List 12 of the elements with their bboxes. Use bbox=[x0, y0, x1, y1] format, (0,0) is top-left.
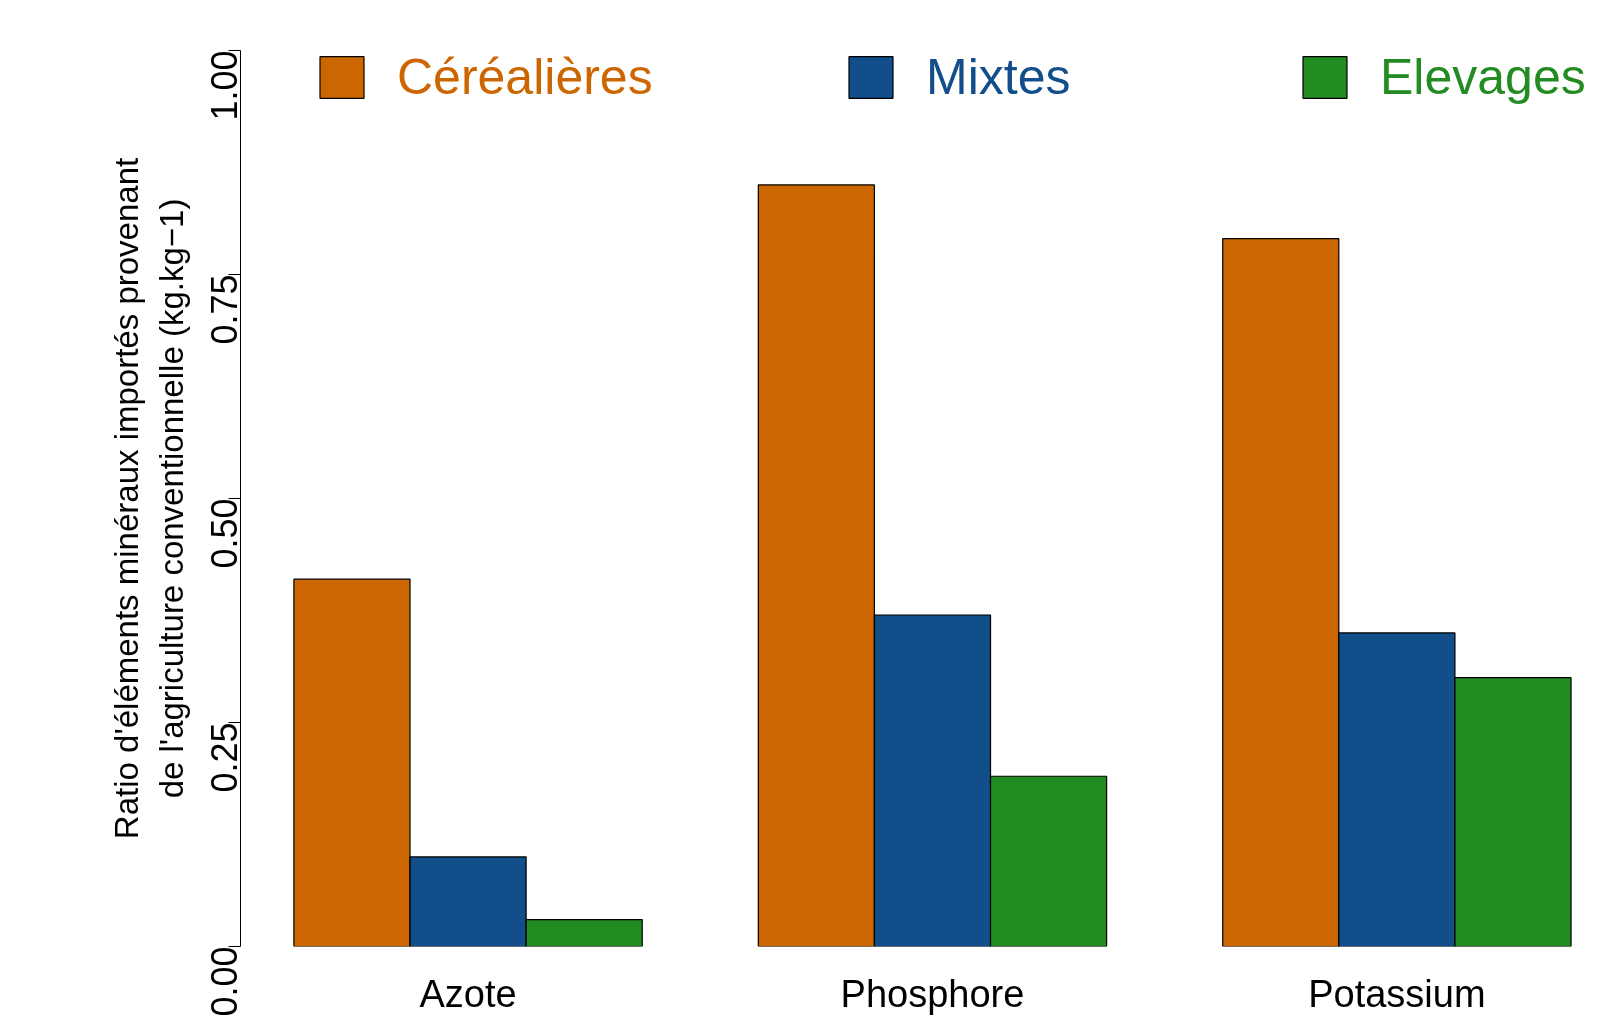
x-tick-label: Potassium bbox=[1308, 972, 1486, 1015]
y-tick-label: 0.50 bbox=[203, 498, 245, 569]
x-tick-label: Azote bbox=[419, 972, 517, 1015]
legend-label: Céréalières bbox=[397, 49, 653, 106]
y-tick-label: 0.25 bbox=[203, 722, 245, 793]
y-tick-label: 0.75 bbox=[203, 274, 245, 345]
y-axis-title: Ratio d'éléments minéraux importés provenant de l'agriculture conventionnelle (kg.kg−1) bbox=[108, 157, 190, 840]
y-tick-label: 0.00 bbox=[203, 946, 245, 1017]
y-tick-label: 1.00 bbox=[203, 50, 245, 121]
x-tick-label: Phosphore bbox=[840, 972, 1025, 1015]
legend-label: Mixtes bbox=[926, 49, 1071, 106]
legend-label: Elevages bbox=[1380, 49, 1586, 106]
